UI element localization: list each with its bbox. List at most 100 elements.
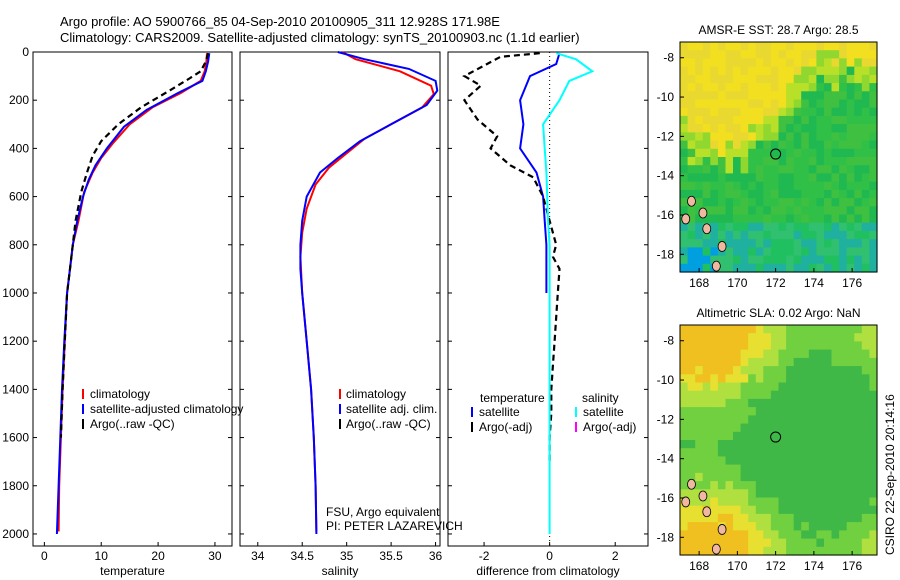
sla-map-cell (725, 464, 734, 474)
sla-map-island-shape (687, 478, 696, 490)
sla-map-cell (861, 382, 870, 392)
sla-map-cell (687, 513, 696, 523)
sla-map-cell (763, 522, 772, 531)
sst-map-cell (695, 140, 704, 150)
sla-map-cell (755, 472, 764, 482)
sla-map-cell (778, 464, 787, 474)
sst-map-island-shape (681, 213, 691, 225)
sla-map-cell (755, 530, 764, 540)
sst-map-cell (725, 148, 734, 158)
sla-map-cell (816, 382, 825, 392)
sst-map-cell (740, 99, 749, 109)
sst-map-cell (755, 189, 764, 199)
sla-map-cell (695, 423, 704, 433)
sst-map-cell (801, 107, 810, 117)
sla-map-cell (725, 407, 734, 416)
sla-map-cell (770, 325, 780, 334)
sla-map-cell (748, 522, 757, 531)
sst-map-cell (824, 255, 833, 265)
salinity-panel-xlabel: salinity (322, 564, 359, 578)
sst-map-cell (869, 206, 878, 216)
sla-map-cell (740, 513, 749, 523)
sst-map-cell (801, 157, 810, 166)
sla-map-cell (854, 481, 863, 490)
sst-map-cell (695, 239, 704, 248)
sst-map-cell (695, 181, 704, 191)
sla-map-heatmap-cells (680, 325, 878, 556)
sla-map-cell (695, 374, 704, 384)
sst-map-cell (748, 181, 757, 191)
sla-map-cell (725, 472, 734, 482)
sst-map-island-shape (717, 241, 727, 252)
sst-map-cell (770, 99, 780, 109)
sst-map-cell (717, 66, 727, 76)
sla-map-cell (793, 505, 802, 515)
sst-map-cell (824, 107, 833, 117)
sla-map-cell (786, 505, 795, 515)
sla-map-cell (831, 333, 840, 342)
sla-map-cell (763, 497, 772, 507)
sla-map-cell (816, 489, 825, 499)
sla-map-cell (733, 530, 742, 540)
sla-map-cell (680, 538, 689, 548)
sst-map-cell (733, 66, 742, 76)
sla-map-cell (824, 333, 833, 342)
sst-map-cell (740, 181, 749, 191)
sla-map-cell (725, 341, 734, 351)
sst-map-cell (733, 247, 742, 257)
sla-map-cell (839, 530, 848, 540)
sla-map-cell (786, 366, 795, 375)
sst-map-cell (748, 222, 757, 232)
sst-map-cell (839, 66, 848, 76)
sla-map-cell (824, 325, 833, 334)
sst-map-cell (748, 132, 757, 142)
sla-map-cell (846, 431, 855, 441)
sla-map-cell (816, 325, 825, 334)
sst-map-cell (755, 222, 764, 232)
sst-map-cell (702, 83, 711, 92)
sla-map-cell (839, 390, 848, 400)
sla-map-xtick-label: 172 (766, 559, 786, 573)
sst-map-cell (680, 230, 689, 240)
sst-map-cell (801, 148, 810, 158)
sst-map-cell (680, 140, 689, 150)
sst-map-cell (778, 148, 787, 158)
sla-map-cell (793, 333, 802, 342)
sst-map-cell (786, 74, 795, 84)
sst-map-cell (854, 107, 863, 117)
sla-map-cell (869, 325, 878, 334)
sla-map-cell (695, 325, 704, 334)
sla-map-cell (801, 349, 810, 359)
sst-map-cell (680, 206, 689, 216)
sla-map-cell (831, 366, 840, 375)
sst-map-cell (854, 214, 863, 224)
sla-map-cell (869, 357, 878, 367)
sst-map-cell (808, 148, 817, 158)
sla-map-cell (801, 357, 810, 367)
sla-map-cell (733, 325, 742, 334)
sst-map-cell (740, 255, 749, 265)
sla-map-cell (793, 530, 802, 540)
sst-map-cell (861, 42, 870, 51)
temperature-ytick-label: 0 (22, 45, 29, 59)
sla-map-cell (816, 366, 825, 375)
sst-map-cell (861, 124, 870, 133)
sst-map-cell (680, 165, 689, 174)
sla-map-cell (710, 472, 719, 482)
sst-map-cell (786, 222, 795, 232)
sla-map-cell (770, 341, 780, 351)
sla-map-cell (717, 382, 727, 392)
sst-map-cell (702, 255, 711, 265)
sla-map-cell (717, 538, 727, 548)
sla-map-cell (740, 522, 749, 531)
sla-map-cell (816, 374, 825, 384)
sla-map-cell (695, 472, 704, 482)
sla-map-cell (824, 431, 833, 441)
sla-map-cell (680, 472, 689, 482)
sst-map-cell (740, 247, 749, 257)
sla-map-cell (687, 546, 696, 556)
difference-panel-frame (447, 51, 649, 547)
sla-map-cell (755, 505, 764, 515)
sst-map-cell (770, 198, 780, 207)
